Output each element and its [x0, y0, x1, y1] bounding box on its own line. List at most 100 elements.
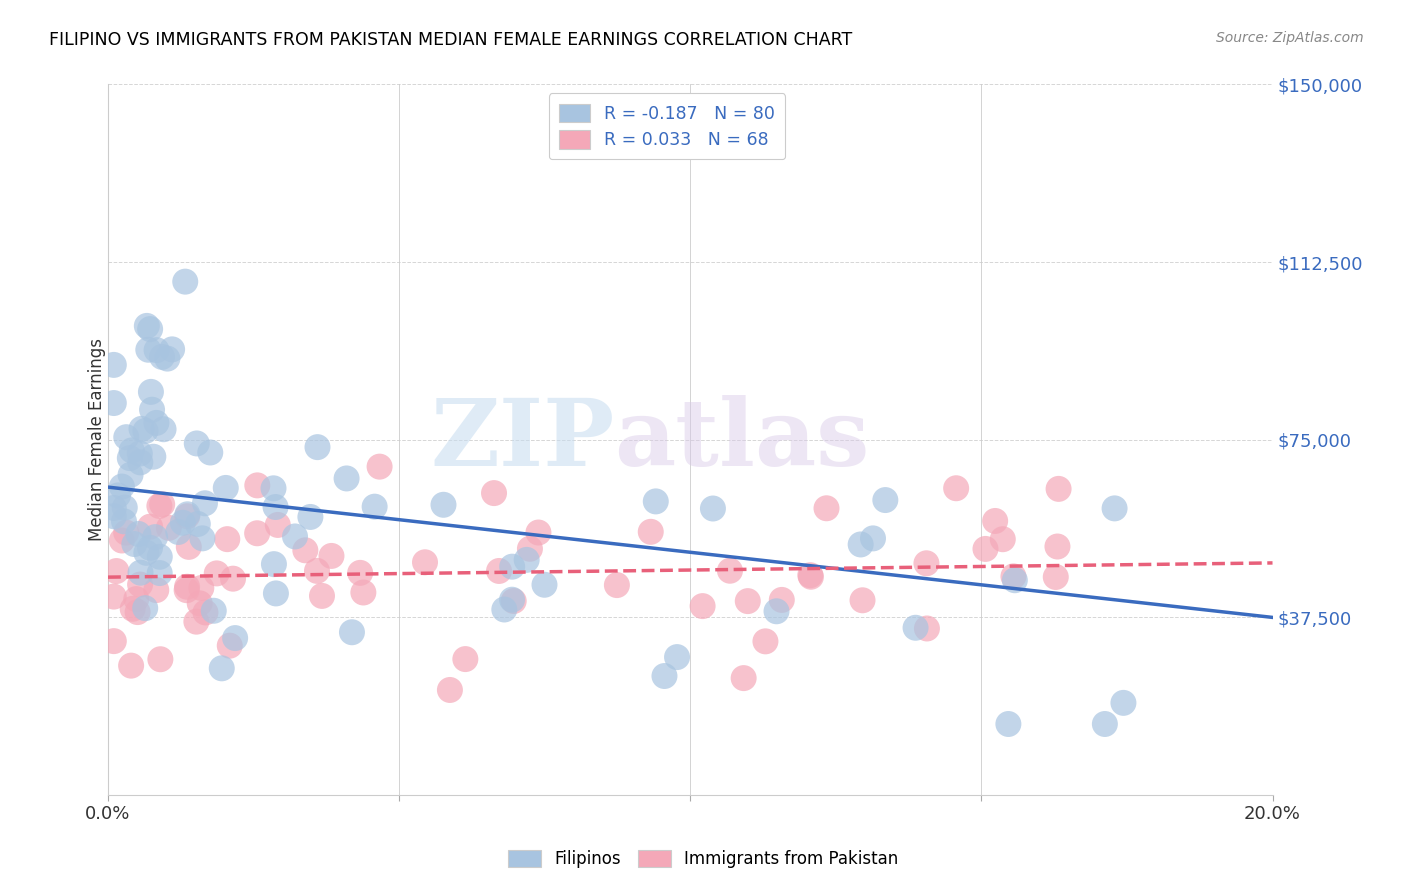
Point [176, 509, 198, 524]
Point [1046, 540, 1069, 554]
Point [139, 519, 162, 533]
Legend: R = -0.187   N = 80, R = 0.033   N = 68: R = -0.187 N = 80, R = 0.033 N = 68 [548, 93, 786, 160]
Point [299, 510, 322, 524]
Point [432, 498, 454, 512]
Point [733, 671, 755, 685]
Point [352, 585, 374, 599]
Point [754, 634, 776, 648]
Point [205, 566, 228, 581]
Point [177, 540, 200, 554]
Point [336, 471, 359, 485]
Point [124, 537, 146, 551]
Point [991, 532, 1014, 546]
Point [145, 343, 167, 358]
Point [186, 615, 208, 629]
Point [305, 564, 328, 578]
Point [997, 717, 1019, 731]
Point [114, 500, 136, 515]
Point [454, 652, 477, 666]
Text: Source: ZipAtlas.com: Source: ZipAtlas.com [1216, 31, 1364, 45]
Point [501, 559, 523, 574]
Point [139, 322, 162, 336]
Point [488, 564, 510, 578]
Point [702, 501, 724, 516]
Point [120, 467, 142, 482]
Point [136, 343, 159, 357]
Point [799, 568, 821, 582]
Point [135, 318, 157, 333]
Point [190, 581, 212, 595]
Point [128, 447, 150, 461]
Point [915, 622, 938, 636]
Point [115, 430, 138, 444]
Point [849, 537, 872, 551]
Point [363, 500, 385, 514]
Point [131, 422, 153, 436]
Point [516, 553, 538, 567]
Point [202, 604, 225, 618]
Point [368, 459, 391, 474]
Point [103, 509, 125, 524]
Point [527, 525, 550, 540]
Point [134, 424, 156, 438]
Point [194, 606, 217, 620]
Point [501, 592, 523, 607]
Point [533, 578, 555, 592]
Point [160, 343, 183, 357]
Point [666, 650, 689, 665]
Point [692, 599, 714, 613]
Point [1002, 569, 1025, 583]
Point [107, 488, 129, 502]
Point [187, 516, 209, 531]
Point [103, 634, 125, 648]
Point [141, 402, 163, 417]
Point [186, 436, 208, 450]
Point [157, 521, 180, 535]
Point [1047, 482, 1070, 496]
Point [737, 594, 759, 608]
Point [127, 527, 149, 541]
Point [111, 479, 134, 493]
Point [194, 496, 217, 510]
Text: atlas: atlas [614, 395, 870, 484]
Point [103, 396, 125, 410]
Point [439, 683, 461, 698]
Point [129, 566, 152, 580]
Point [134, 601, 156, 615]
Point [502, 594, 524, 608]
Point [340, 625, 363, 640]
Point [1112, 696, 1135, 710]
Point [148, 499, 170, 513]
Point [156, 351, 179, 366]
Point [718, 564, 741, 578]
Point [172, 516, 194, 530]
Point [118, 451, 141, 466]
Point [875, 493, 897, 508]
Point [145, 416, 167, 430]
Point [188, 596, 211, 610]
Point [200, 445, 222, 459]
Point [246, 478, 269, 492]
Point [121, 602, 143, 616]
Point [246, 526, 269, 541]
Point [121, 443, 143, 458]
Point [217, 532, 239, 546]
Point [862, 532, 884, 546]
Point [644, 494, 666, 508]
Point [519, 541, 541, 556]
Point [904, 621, 927, 635]
Point [915, 556, 938, 570]
Point [482, 486, 505, 500]
Point [263, 557, 285, 571]
Point [815, 501, 838, 516]
Point [143, 530, 166, 544]
Point [149, 566, 172, 580]
Point [176, 508, 198, 522]
Point [264, 586, 287, 600]
Point [264, 500, 287, 514]
Point [1104, 501, 1126, 516]
Point [135, 546, 157, 560]
Point [222, 572, 245, 586]
Text: FILIPINO VS IMMIGRANTS FROM PAKISTAN MEDIAN FEMALE EARNINGS CORRELATION CHART: FILIPINO VS IMMIGRANTS FROM PAKISTAN MED… [49, 31, 852, 49]
Point [152, 422, 174, 436]
